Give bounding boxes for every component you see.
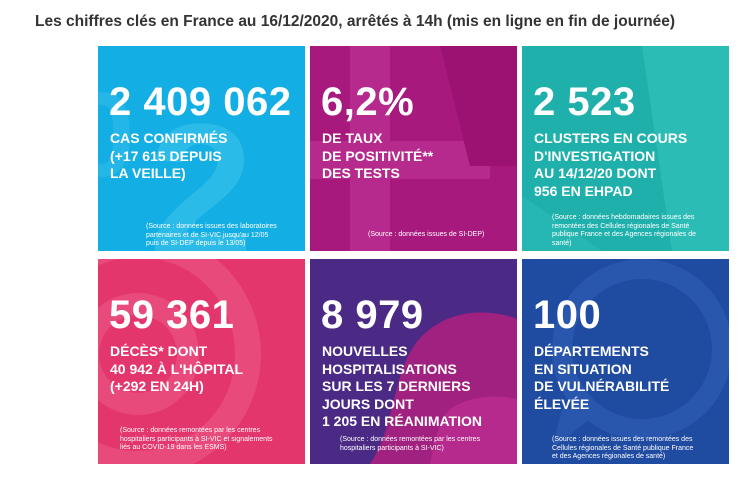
decorative-circles-icon (98, 259, 261, 464)
cases-label: CAS CONFIRMÉS (+17 615 DEPUIS LA VEILLE) (110, 130, 228, 181)
card-departments: 100 DÉPARTEMENTS EN SITUATION DE VULNÉRA… (522, 259, 729, 464)
card-hospitalisations: 8 979 NOUVELLES HOSPITALISATIONS SUR LES… (310, 259, 517, 464)
decorative-shapes-icon (370, 312, 517, 464)
decorative-shapes-icon: 2 0 (98, 68, 254, 251)
clusters-label: CLUSTERS EN COURS D'INVESTIGATION AU 14/… (534, 130, 688, 199)
cases-source: (Source : données issues des laboratoire… (146, 223, 277, 248)
positivity-number: 6,2% (321, 80, 415, 124)
deaths-number: 59 361 (109, 293, 235, 337)
decorative-shapes-icon (310, 46, 517, 251)
page-title: Les chiffres clés en France au 16/12/202… (35, 13, 676, 30)
positivity-source: (Source : données issues de SI-DEP) (368, 231, 485, 238)
card-confirmed-cases: 2 0 2 409 062 CAS CONFIRMÉS (+17 615 DEP… (98, 46, 305, 251)
card-deaths: 59 361 DÉCÈS* DONT 40 942 À L'HÔPITAL (+… (98, 259, 305, 464)
clusters-source: (Source : données hebdomadaires issues d… (552, 214, 696, 247)
svg-text:0: 0 (98, 68, 135, 202)
hospital-label: NOUVELLES HOSPITALISATIONS SUR LES 7 DER… (322, 343, 482, 429)
svg-text:2: 2 (148, 85, 254, 251)
hospital-number: 8 979 (321, 293, 424, 337)
cases-number: 2 409 062 (109, 80, 292, 124)
departments-source: (Source : données issues des remontées d… (552, 436, 694, 461)
deaths-label: DÉCÈS* DONT 40 942 À L'HÔPITAL (+292 EN … (110, 343, 243, 394)
departments-label: DÉPARTEMENTS EN SITUATION DE VULNÉRABILI… (534, 343, 670, 412)
card-positivity-rate: 6,2% DE TAUX DE POSITIVITÉ** DES TESTS (… (310, 46, 517, 251)
card-clusters: 2 523 CLUSTERS EN COURS D'INVESTIGATION … (522, 46, 729, 251)
deaths-source: (Source : données remontées par les cent… (120, 427, 273, 452)
positivity-label: DE TAUX DE POSITIVITÉ** DES TESTS (322, 130, 434, 181)
decorative-bubble-icon (552, 259, 729, 449)
decorative-shapes-icon (522, 46, 729, 251)
departments-number: 100 (533, 293, 602, 337)
hospital-source: (Source : données remontées par les cent… (340, 436, 481, 452)
clusters-number: 2 523 (533, 80, 636, 124)
